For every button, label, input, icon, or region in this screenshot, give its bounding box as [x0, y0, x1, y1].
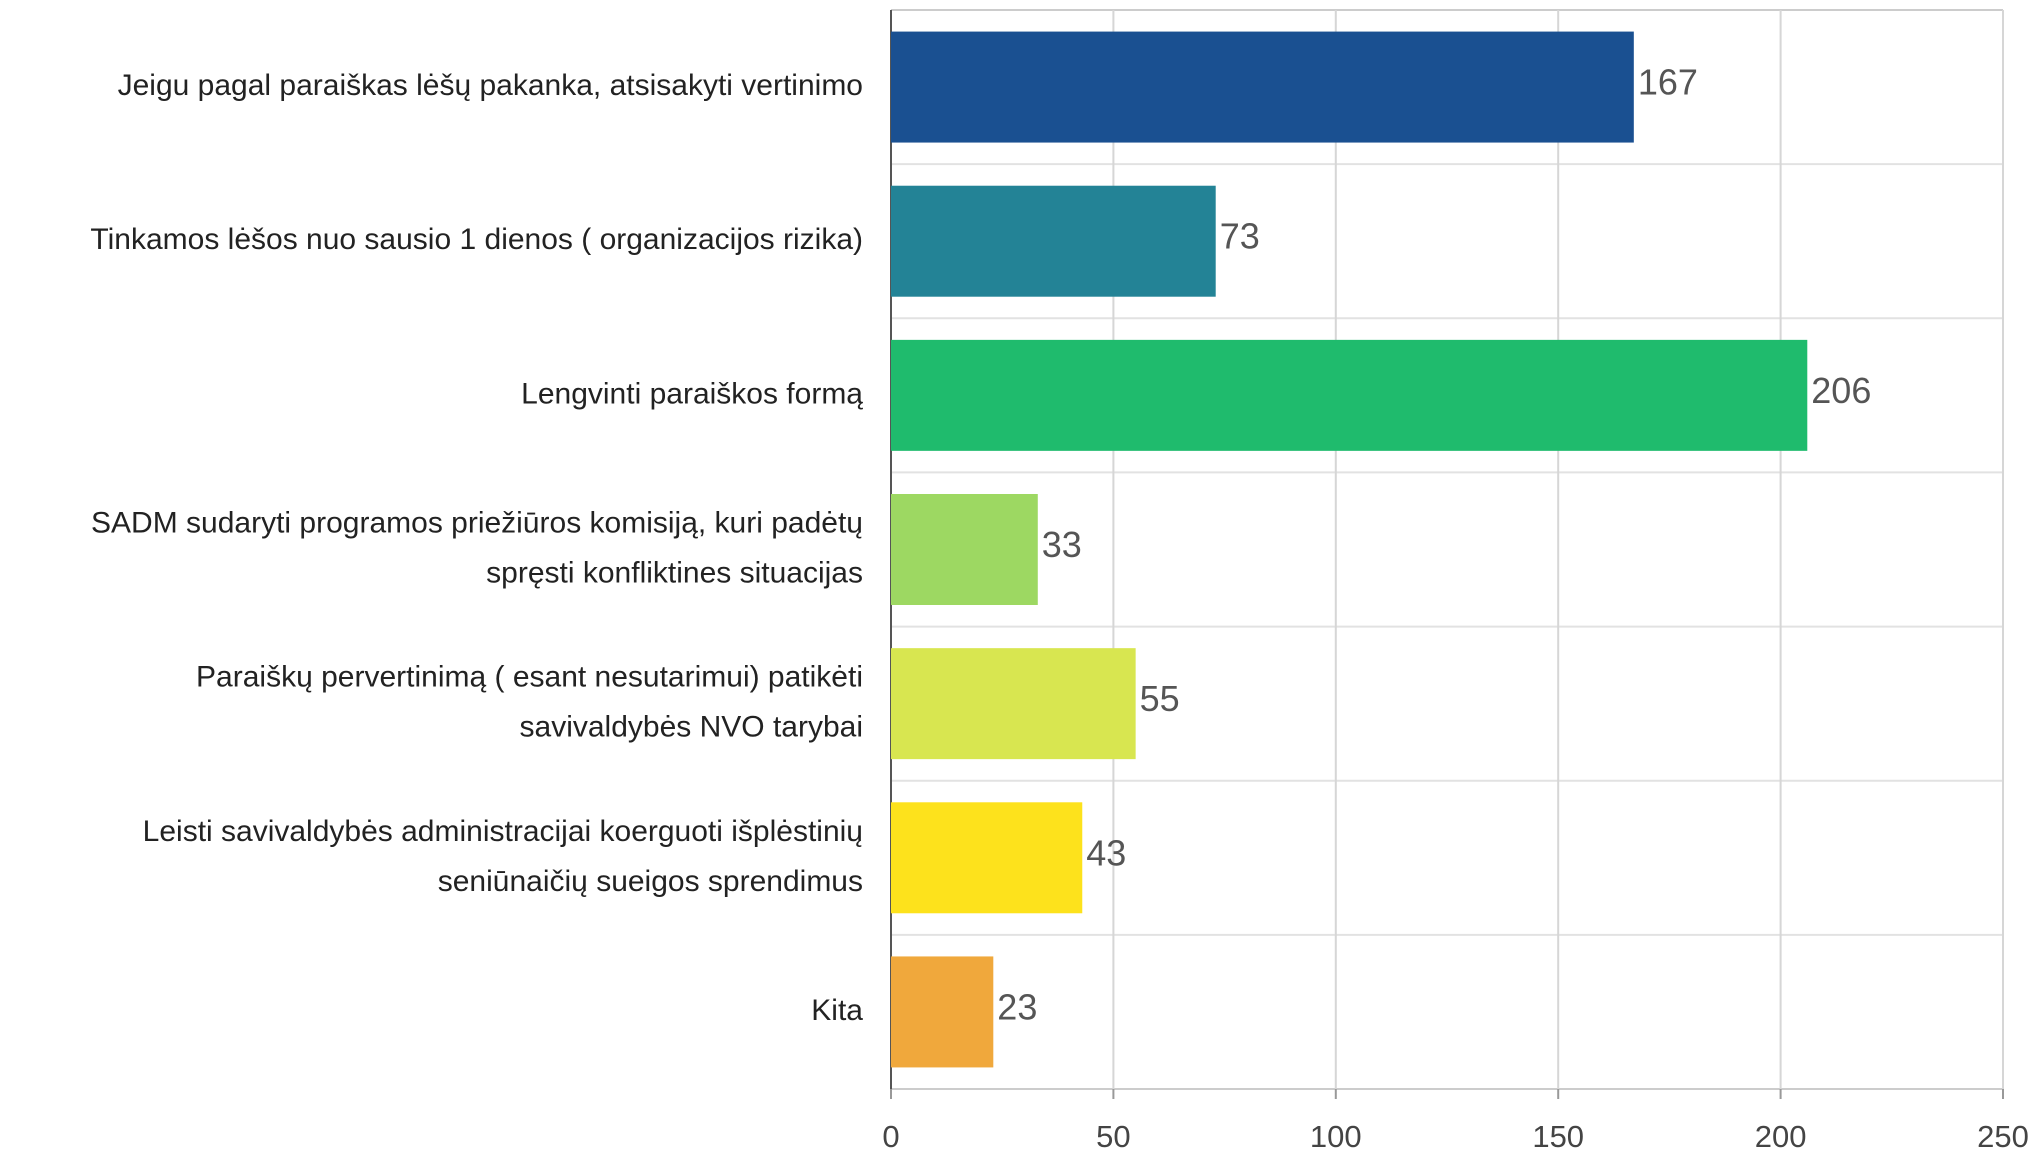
- bar: [891, 494, 1038, 605]
- x-tick-label: 100: [1310, 1119, 1362, 1154]
- bar: [891, 31, 1634, 143]
- y-tick-label-line: savivaldybės NVO tarybai: [520, 711, 863, 744]
- x-tick-label: 150: [1532, 1119, 1584, 1154]
- bar: [891, 802, 1083, 914]
- y-tick-label: Tinkamos lėšos nuo sausio 1 dienos ( org…: [90, 223, 863, 256]
- value-label: 73: [1220, 216, 1260, 257]
- y-tick-label-line: Leisti savivaldybės administracijai koer…: [143, 815, 863, 848]
- bar: [891, 339, 1808, 451]
- x-tick-label: 250: [1977, 1119, 2029, 1154]
- bar: [891, 648, 1136, 760]
- y-tick-label: Lengvinti paraiškos formą: [521, 377, 863, 410]
- bar: [891, 956, 994, 1068]
- value-label: 43: [1086, 832, 1126, 873]
- y-tick-label: Paraiškų pervertinimą ( esant nesutarimu…: [196, 661, 863, 744]
- y-tick-label-line: seniūnaičių sueigos sprendimus: [438, 865, 863, 898]
- x-tick-label: 50: [1096, 1119, 1130, 1154]
- y-tick-label: Jeigu pagal paraiškas lėšų pakanka, atsi…: [118, 69, 863, 102]
- y-tick-label-line: Paraiškų pervertinimą ( esant nesutarimu…: [196, 661, 863, 694]
- value-label: 55: [1140, 678, 1180, 719]
- y-tick-label-line: SADM sudaryti programos priežiūros komis…: [91, 506, 863, 539]
- x-tick-label: 200: [1755, 1119, 1807, 1154]
- value-label: 23: [997, 986, 1037, 1027]
- value-label: 167: [1638, 62, 1698, 103]
- value-label: 33: [1042, 524, 1082, 565]
- value-label: 206: [1811, 370, 1871, 411]
- bar: [891, 185, 1216, 297]
- y-tick-label-line: spręsti konfliktines situacijas: [486, 556, 863, 589]
- y-tick-label: Kita: [811, 994, 863, 1027]
- y-tick-label: Leisti savivaldybės administracijai koer…: [143, 815, 863, 898]
- y-tick-label: SADM sudaryti programos priežiūros komis…: [91, 506, 863, 589]
- x-tick-label: 0: [882, 1119, 899, 1154]
